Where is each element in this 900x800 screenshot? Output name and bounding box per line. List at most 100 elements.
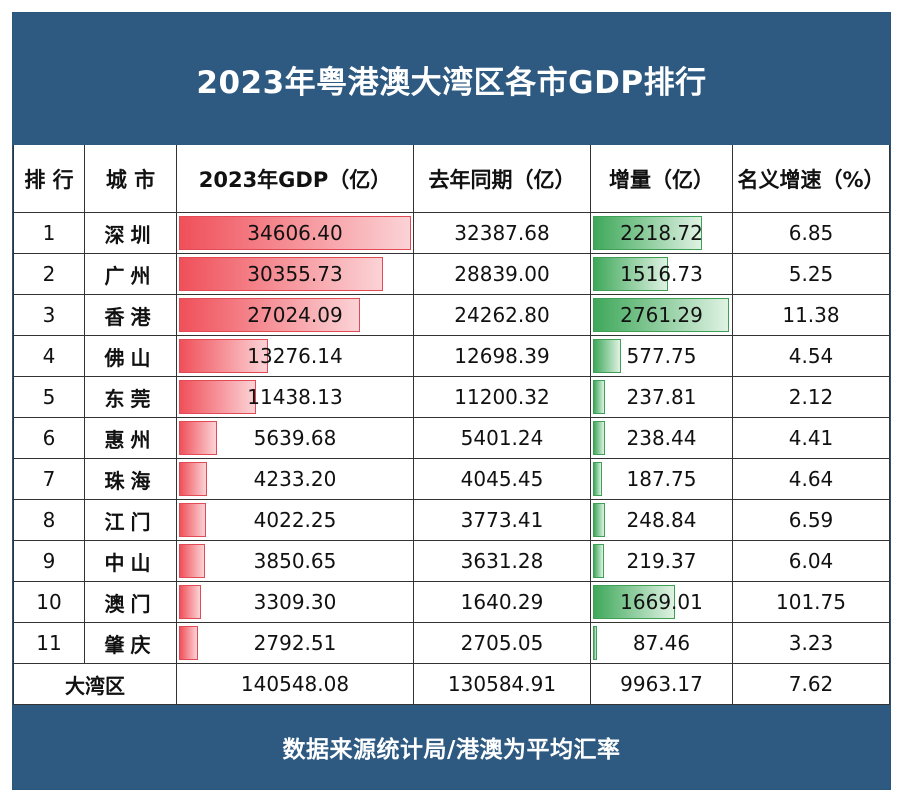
header-gdp-prev-year: 去年同期（亿） <box>414 145 591 213</box>
gdp-2023-value: 27024.09 <box>247 303 343 327</box>
increase-cell: 187.75 <box>591 459 733 500</box>
gdp-2023-cell: 13276.14 <box>177 336 414 377</box>
increase-value: 87.46 <box>632 631 691 655</box>
gdp-2023-value: 4022.25 <box>253 508 337 532</box>
city-cell: 深圳 <box>85 213 177 254</box>
gdp-2023-value: 5639.68 <box>253 426 337 450</box>
increase-cell: 248.84 <box>591 500 733 541</box>
city-cell: 中山 <box>85 541 177 582</box>
gdp-2023-cell: 30355.73 <box>177 254 414 295</box>
increase-value: 1516.73 <box>620 262 703 286</box>
increase-cell: 1516.73 <box>591 254 733 295</box>
gdp-prev-year-cell: 28839.00 <box>414 254 591 295</box>
header-increase: 增量（亿） <box>591 145 733 213</box>
rank-cell: 3 <box>13 295 85 336</box>
increase-value: 2218.72 <box>620 221 703 245</box>
gdp-bar <box>179 421 217 455</box>
table-row: 11 肇庆 2792.51 2705.05 87.46 3.23 <box>13 623 890 664</box>
gdp-2023-cell: 5639.68 <box>177 418 414 459</box>
table-row: 5 东莞 11438.13 11200.32 237.81 2.12 <box>13 377 890 418</box>
table-row: 6 惠州 5639.68 5401.24 238.44 4.41 <box>13 418 890 459</box>
footer-banner: 数据来源统计局/港澳为平均汇率 <box>13 705 890 789</box>
gdp-2023-value: 2792.51 <box>253 631 337 655</box>
header-growth-rate: 名义增速（%） <box>733 145 890 213</box>
city-cell: 惠州 <box>85 418 177 459</box>
increase-value: 577.75 <box>626 344 697 368</box>
increase-bar <box>593 626 598 660</box>
total-gdp-prev-year: 130584.91 <box>414 664 591 705</box>
title-banner: 2023年粤港澳大湾区各市GDP排行 <box>13 13 890 145</box>
increase-cell: 237.81 <box>591 377 733 418</box>
gdp-2023-cell: 34606.40 <box>177 213 414 254</box>
gdp-bar <box>179 626 198 660</box>
increase-cell: 577.75 <box>591 336 733 377</box>
city-cell: 江门 <box>85 500 177 541</box>
gdp-bar <box>179 585 202 619</box>
gdp-2023-value: 34606.40 <box>247 221 343 245</box>
header-rank: 排 行 <box>13 145 85 213</box>
total-label: 大湾区 <box>13 664 177 705</box>
chart-title: 2023年粤港澳大湾区各市GDP排行 <box>196 64 707 101</box>
gdp-bar <box>179 503 206 537</box>
gdp-2023-value: 30355.73 <box>247 262 343 286</box>
increase-cell: 238.44 <box>591 418 733 459</box>
infographic-frame: 2023年粤港澳大湾区各市GDP排行 排 行 城 市 2023年GDP（亿） 去… <box>12 12 891 790</box>
total-row: 大湾区 140548.08 130584.91 9963.17 7.62 <box>13 664 890 705</box>
gdp-2023-value: 3309.30 <box>253 590 337 614</box>
gdp-2023-value: 4233.20 <box>253 467 337 491</box>
growth-rate-cell: 2.12 <box>733 377 890 418</box>
gdp-prev-year-cell: 1640.29 <box>414 582 591 623</box>
gdp-prev-year-cell: 2705.05 <box>414 623 591 664</box>
growth-rate-cell: 3.23 <box>733 623 890 664</box>
table-row: 8 江门 4022.25 3773.41 248.84 6.59 <box>13 500 890 541</box>
gdp-2023-value: 13276.14 <box>247 344 343 368</box>
gdp-prev-year-cell: 12698.39 <box>414 336 591 377</box>
growth-rate-cell: 11.38 <box>733 295 890 336</box>
gdp-2023-cell: 3309.30 <box>177 582 414 623</box>
increase-cell: 219.37 <box>591 541 733 582</box>
growth-rate-cell: 6.04 <box>733 541 890 582</box>
increase-value: 237.81 <box>626 385 697 409</box>
increase-cell: 2218.72 <box>591 213 733 254</box>
gdp-prev-year-cell: 5401.24 <box>414 418 591 459</box>
rank-cell: 5 <box>13 377 85 418</box>
gdp-prev-year-cell: 24262.80 <box>414 295 591 336</box>
table-row: 3 香港 27024.09 24262.80 2761.29 11.38 <box>13 295 890 336</box>
total-gdp-2023: 140548.08 <box>177 664 414 705</box>
rank-cell: 4 <box>13 336 85 377</box>
increase-cell: 2761.29 <box>591 295 733 336</box>
increase-bar <box>593 257 668 291</box>
gdp-bar <box>179 257 383 291</box>
footer-source-note: 数据来源统计局/港澳为平均汇率 <box>282 737 621 763</box>
increase-bar <box>593 421 605 455</box>
gdp-2023-cell: 2792.51 <box>177 623 414 664</box>
gdp-bar <box>179 462 208 496</box>
growth-rate-cell: 4.41 <box>733 418 890 459</box>
city-cell: 东莞 <box>85 377 177 418</box>
gdp-2023-cell: 27024.09 <box>177 295 414 336</box>
gdp-prev-year-cell: 32387.68 <box>414 213 591 254</box>
gdp-bar <box>179 298 361 332</box>
increase-bar <box>593 462 603 496</box>
increase-bar <box>593 585 676 619</box>
gdp-prev-year-cell: 11200.32 <box>414 377 591 418</box>
increase-bar <box>593 503 606 537</box>
header-city: 城 市 <box>85 145 177 213</box>
increase-bar <box>593 544 604 578</box>
increase-bar <box>593 216 703 250</box>
increase-cell: 87.46 <box>591 623 733 664</box>
table-header-row: 排 行 城 市 2023年GDP（亿） 去年同期（亿） 增量（亿） 名义增速（%… <box>13 145 890 213</box>
rank-cell: 11 <box>13 623 85 664</box>
city-cell: 肇庆 <box>85 623 177 664</box>
rank-cell: 2 <box>13 254 85 295</box>
growth-rate-cell: 6.85 <box>733 213 890 254</box>
rank-cell: 1 <box>13 213 85 254</box>
gdp-prev-year-cell: 4045.45 <box>414 459 591 500</box>
increase-value: 248.84 <box>626 508 697 532</box>
increase-value: 2761.29 <box>620 303 703 327</box>
gdp-2023-cell: 4233.20 <box>177 459 414 500</box>
total-growth-rate: 7.62 <box>733 664 890 705</box>
gdp-bar <box>179 339 268 373</box>
gdp-2023-cell: 4022.25 <box>177 500 414 541</box>
increase-bar <box>593 339 622 373</box>
